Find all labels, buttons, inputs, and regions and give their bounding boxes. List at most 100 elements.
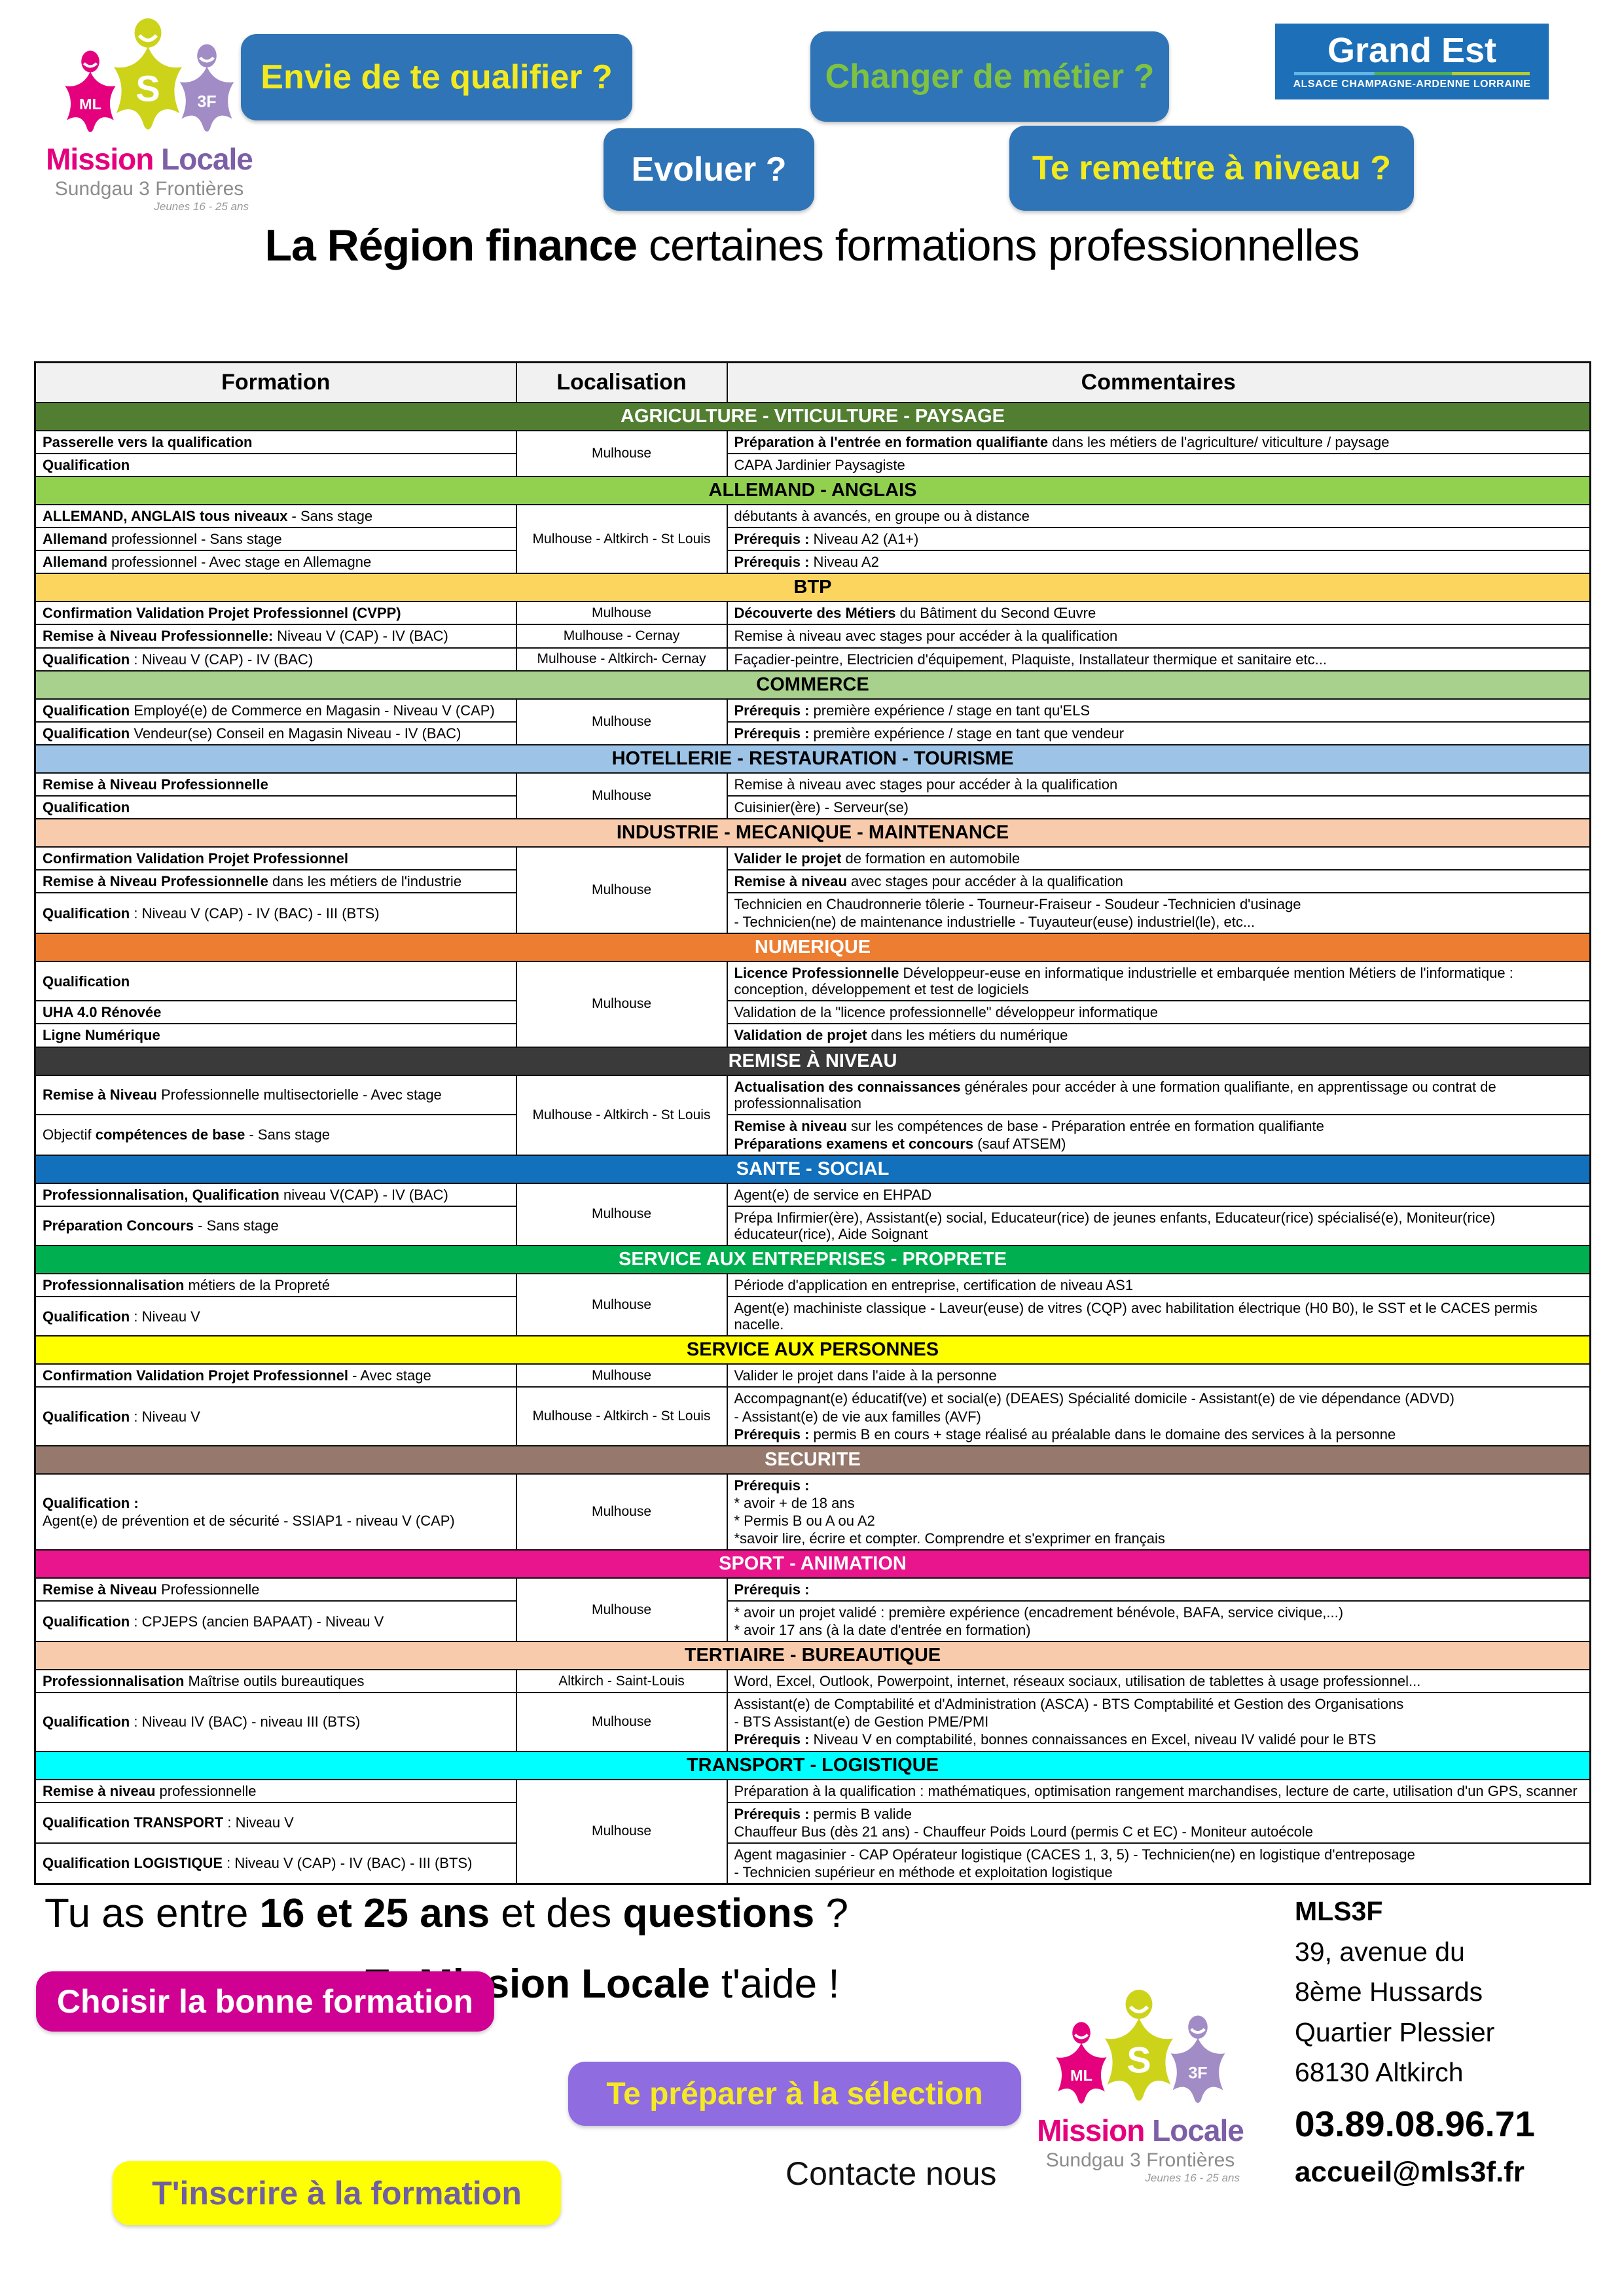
section-header: COMMERCE: [34, 670, 1591, 700]
table-row: Qualification : Niveau V Agent(e) machini…: [34, 1296, 1591, 1337]
table-row: Remise à Niveau Professionnelle: Niveau …: [34, 624, 1591, 649]
svg-text:S: S: [1127, 2039, 1151, 2080]
contact-address-line: 39, avenue du: [1295, 1936, 1465, 1967]
figure-3f-icon: 3F: [179, 44, 234, 132]
localisation-cell: Mulhouse: [515, 1577, 728, 1643]
formation-cell: Remise à Niveau Professionnelle: [34, 1577, 517, 1602]
section-header: SPORT - ANIMATION: [34, 1549, 1591, 1579]
logo-title-locale: Locale: [161, 142, 253, 176]
localisation-cell: Mulhouse: [515, 961, 728, 1048]
mission-locale-logo-footer: ML S 3F Mission Locale: [1022, 1990, 1258, 2185]
table-row: Qualification LOGISTIQUE : Niveau V (CAP…: [34, 1842, 1591, 1885]
table-row: Qualification Employé(e) de Commerce en …: [34, 698, 1591, 745]
mission-locale-logo: ML S 3F Mission Locale: [31, 18, 267, 213]
section-row: TRANSPORT - LOGISTIQUE: [34, 1750, 1591, 1780]
section-row: AGRICULTURE - VITICULTURE - PAYSAGE: [34, 402, 1591, 431]
contact-address-line: 8ème Hussards: [1295, 1977, 1483, 2007]
table-row: Objectif compétences de base - Sans stag…: [34, 1113, 1591, 1156]
commentaires-cell: Prérequis : permis B valide Chauffeur Bus…: [726, 1801, 1591, 1844]
choose-training-button[interactable]: Choisir la bonne formation: [36, 1971, 494, 2032]
commentaires-cell: Validation de la "licence professionnell…: [726, 1000, 1591, 1025]
evolve-button[interactable]: Evoluer ?: [604, 128, 814, 211]
localisation-cell: Altkirch - Saint-Louis: [515, 1669, 728, 1694]
localisation-cell: Mulhouse: [515, 846, 728, 935]
section-header: AGRICULTURE - VITICULTURE - PAYSAGE: [34, 402, 1591, 431]
formation-cell: Confirmation Validation Projet Professio…: [34, 846, 517, 871]
formation-cell: Remise à Niveau Professionnelle dans les…: [34, 869, 517, 894]
qualify-button[interactable]: Envie de te qualifier ?: [241, 34, 632, 120]
footer-question: Tu as entre 16 et 25 ans et des question…: [45, 1891, 848, 1936]
change-job-button[interactable]: Changer de métier ?: [810, 31, 1169, 122]
contact-us-label: Contacte nous: [785, 2155, 997, 2192]
logo-subtitle: Sundgau 3 Frontières: [1045, 2149, 1235, 2171]
commentaires-cell: Prérequis :: [726, 1577, 1591, 1602]
commentaires-cell: Remise à niveau sur les compétences de b…: [726, 1113, 1591, 1156]
commentaires-cell: Assistant(e) de Comptabilité et d'Admini…: [726, 1692, 1591, 1752]
table-row: Qualification : Niveau IV (BAC) - niveau…: [34, 1692, 1591, 1752]
figure-s-icon: S: [113, 18, 183, 130]
contact-name: MLS3F: [1295, 1896, 1383, 1926]
formation-cell: UHA 4.0 Rénovée: [34, 1000, 517, 1025]
formation-cell: Confirmation Validation Projet Professio…: [34, 1363, 517, 1388]
formation-cell: Remise à Niveau Professionnelle multisec…: [34, 1074, 517, 1115]
commentaires-cell: Remise à niveau avec stages pour accéder…: [726, 869, 1591, 894]
table-row: Qualification : Niveau V (CAP) - IV (BAC…: [34, 892, 1591, 935]
section-row: SPORT - ANIMATION: [34, 1549, 1591, 1579]
formation-cell: Qualification : Niveau V (CAP) - IV (BAC…: [34, 892, 517, 935]
svg-text:3F: 3F: [1188, 2064, 1207, 2083]
formation-cell: Qualification : Niveau V: [34, 1386, 517, 1446]
formation-cell: Remise à Niveau Professionnelle: Niveau …: [34, 624, 517, 649]
table-row: ALLEMAND, ANGLAIS tous niveaux - Sans st…: [34, 504, 1591, 575]
section-header: SANTE - SOCIAL: [34, 1154, 1591, 1184]
localisation-cell: Mulhouse: [515, 1778, 728, 1885]
logo-tagline: Jeunes 16 - 25 ans: [1145, 2172, 1240, 2184]
commentaires-cell: * avoir un projet validé : première expé…: [726, 1600, 1591, 1643]
formation-cell: Allemand professionnel - Avec stage en A…: [34, 550, 517, 575]
column-header-commentaires: Commentaires: [726, 361, 1591, 403]
svg-text:S: S: [135, 67, 160, 109]
register-training-button[interactable]: T'inscrire à la formation: [113, 2161, 561, 2225]
table-row: Ligne Numérique Validation de projet dans…: [34, 1023, 1591, 1048]
prepare-selection-button[interactable]: Te préparer à la sélection: [568, 2062, 1021, 2126]
commentaires-cell: Préparation à la qualification : mathéma…: [726, 1778, 1591, 1803]
formation-cell: Qualification Vendeur(se) Conseil en Mag…: [34, 721, 517, 745]
table-row: Qualification : Agent(e) de prévention e…: [34, 1473, 1591, 1551]
table-row: Remise à Niveau Professionnelle multisec…: [34, 1074, 1591, 1156]
figure-s-icon: S: [1104, 1990, 1174, 2101]
commentaires-cell: Prérequis : * avoir + de 18 ans * Permis B…: [726, 1473, 1591, 1551]
commentaires-cell: Préparation à l'entrée en formation qual…: [726, 429, 1591, 455]
logo-title-mission: Mission: [46, 142, 154, 176]
contact-address-line: 68130 Altkirch: [1295, 2057, 1464, 2087]
svg-text:3F: 3F: [197, 93, 216, 111]
commentaires-cell: Agent(e) de service en EHPAD: [726, 1182, 1591, 1207]
localisation-cell: Mulhouse: [515, 601, 728, 626]
section-header: SECURITE: [34, 1444, 1591, 1475]
commentaires-cell: débutants à avancés, en groupe ou à dist…: [726, 504, 1591, 529]
formation-cell: Professionnalisation métiers de la Propr…: [34, 1273, 517, 1298]
section-row: ALLEMAND - ANGLAIS: [34, 476, 1591, 506]
section-row: SERVICE AUX PERSONNES: [34, 1335, 1591, 1365]
section-row: COMMERCE: [34, 670, 1591, 700]
localisation-cell: Mulhouse: [515, 772, 728, 819]
formation-cell: Qualification : Niveau IV (BAC) - niveau…: [34, 1692, 517, 1752]
section-row: INDUSTRIE - MECANIQUE - MAINTENANCE: [34, 817, 1591, 848]
section-header: SERVICE AUX PERSONNES: [34, 1335, 1591, 1365]
section-row: HOTELLERIE - RESTAURATION - TOURISME: [34, 744, 1591, 774]
table-row: Confirmation Validation Projet Professio…: [34, 601, 1591, 626]
logo-title: Mission Locale: [1022, 2113, 1258, 2148]
table-row: Professionnalisation, Qualification nive…: [34, 1182, 1591, 1247]
column-header-formation: Formation: [34, 361, 517, 403]
level-up-button[interactable]: Te remettre à niveau ?: [1009, 126, 1414, 211]
commentaires-cell: Remise à niveau avec stages pour accéder…: [726, 772, 1591, 797]
logo-title-locale: Locale: [1152, 2113, 1244, 2147]
contact-address-line: Quartier Plessier: [1295, 2017, 1495, 2047]
section-row: SANTE - SOCIAL: [34, 1154, 1591, 1184]
localisation-cell: Mulhouse - Altkirch - St Louis: [515, 1074, 728, 1156]
localisation-cell: Mulhouse - Altkirch- Cernay: [515, 647, 728, 672]
commentaires-cell: Technicien en Chaudronnerie tôlerie - To…: [726, 892, 1591, 935]
localisation-cell: Mulhouse: [515, 1692, 728, 1752]
localisation-cell: Mulhouse: [515, 429, 728, 478]
section-header: INDUSTRIE - MECANIQUE - MAINTENANCE: [34, 817, 1591, 848]
table-row: Professionnalisation métiers de la Propr…: [34, 1273, 1591, 1337]
localisation-cell: Mulhouse - Altkirch - St Louis: [515, 1386, 728, 1446]
